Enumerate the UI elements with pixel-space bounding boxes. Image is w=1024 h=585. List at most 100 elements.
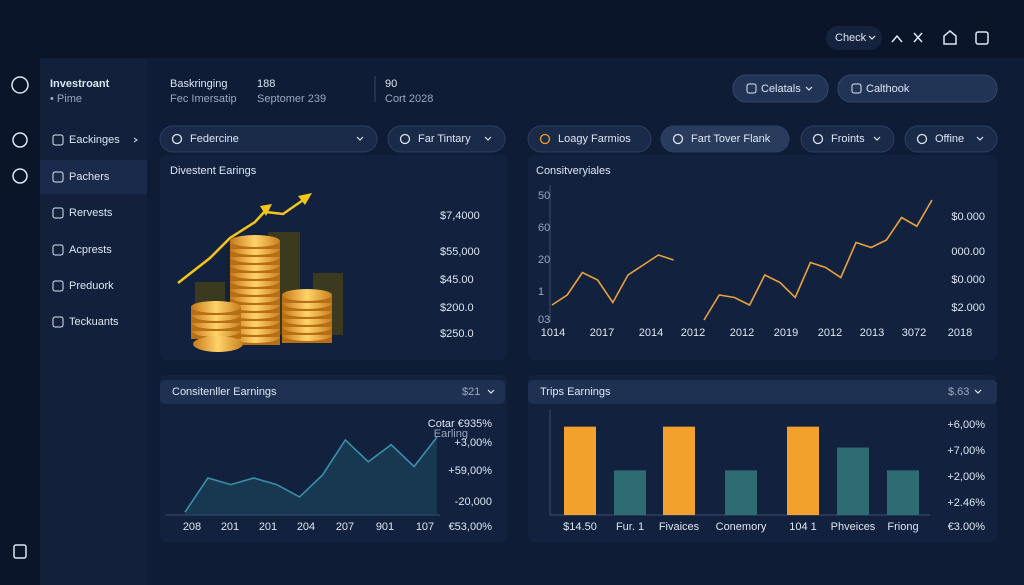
button-icon xyxy=(746,83,757,94)
x-label: 104 1 xyxy=(789,521,817,533)
line xyxy=(184,436,438,513)
filter-icon xyxy=(672,133,684,145)
filter-label: Offine xyxy=(935,133,964,145)
filter-pill[interactable] xyxy=(527,125,652,153)
right-label: +2.46% xyxy=(947,497,985,509)
chevron xyxy=(868,35,876,40)
area xyxy=(185,437,437,515)
x-label: 2012 xyxy=(818,327,842,339)
y-label: 1 xyxy=(538,286,544,298)
right-label: +59,00% xyxy=(448,465,492,477)
chevron xyxy=(356,136,364,141)
bar xyxy=(663,426,695,515)
nav-icon[interactable] xyxy=(52,280,64,292)
line xyxy=(703,199,933,321)
filter-pill[interactable] xyxy=(159,125,378,153)
x-label: 901 xyxy=(376,521,394,533)
x-label: 204 xyxy=(297,521,315,533)
rail-icon[interactable] xyxy=(12,168,28,184)
line xyxy=(551,254,674,306)
sidebar-active xyxy=(40,160,147,194)
nav-icon[interactable] xyxy=(52,207,64,219)
x-label: 1014 xyxy=(541,327,565,339)
value-label: $45.00 xyxy=(440,274,474,286)
bag-icon[interactable] xyxy=(975,31,989,45)
x-label: Fivaices xyxy=(659,521,700,533)
close-icon[interactable] xyxy=(913,32,923,43)
coins-illustration xyxy=(191,235,332,352)
right-label: +7,00% xyxy=(947,445,985,457)
y-label: 20 xyxy=(538,254,550,266)
chevron xyxy=(133,137,138,143)
nav-icon[interactable] xyxy=(52,171,64,183)
x-label: 207 xyxy=(336,521,354,533)
filter-icon xyxy=(171,133,183,145)
header-button[interactable] xyxy=(837,74,998,103)
filter-pill[interactable] xyxy=(660,125,790,153)
coin xyxy=(193,336,243,352)
filter-pill[interactable] xyxy=(904,125,998,153)
panel-tag: $21 xyxy=(462,386,480,398)
panel-header xyxy=(528,380,997,404)
trend-arrow xyxy=(265,196,307,216)
nav-item: Pachers xyxy=(69,171,110,183)
right-label: $0.000 xyxy=(951,211,985,223)
check-label: Check xyxy=(835,32,867,44)
filter-icon xyxy=(916,133,928,145)
y-label: 60 xyxy=(538,222,550,234)
nav-item: Teckuants xyxy=(69,316,119,328)
nav-item: Preduork xyxy=(69,280,114,292)
bar xyxy=(837,447,869,515)
filter-pill[interactable] xyxy=(800,125,895,153)
stat-label: Baskringing xyxy=(170,78,227,90)
trend-arrow xyxy=(177,209,267,284)
filter-icon xyxy=(812,133,824,145)
sidebar xyxy=(40,58,147,585)
x-label: 208 xyxy=(183,521,201,533)
chevron xyxy=(487,389,495,394)
filter-pill[interactable] xyxy=(387,125,506,153)
icon-rail xyxy=(0,58,40,585)
x-label: $14.50 xyxy=(563,521,597,533)
chevron xyxy=(805,86,813,91)
filter-label: Loagy Farmios xyxy=(558,133,631,145)
right-label: -20,000 xyxy=(455,496,492,508)
panel-header xyxy=(160,380,505,404)
header-button[interactable] xyxy=(732,74,829,103)
x-label: 2012 xyxy=(681,327,705,339)
x-label: 2017 xyxy=(590,327,614,339)
panel-title: Divestent Earings xyxy=(170,165,257,177)
nav-icon[interactable] xyxy=(52,134,64,146)
up-icon[interactable] xyxy=(891,34,903,43)
rail-icon[interactable] xyxy=(13,544,27,559)
x-label: Friong xyxy=(887,521,918,533)
right-label: 000.00 xyxy=(951,246,985,258)
value-label: $250.0 xyxy=(440,328,474,340)
check-button[interactable] xyxy=(826,26,882,50)
coin xyxy=(230,235,280,247)
nav-icon[interactable] xyxy=(52,244,64,256)
bar xyxy=(725,470,757,515)
panel-tag: $.63 xyxy=(948,386,969,398)
x-label: Fur. 1 xyxy=(616,521,644,533)
nav-item: Eackinges xyxy=(69,134,120,146)
right-label: $0.000 xyxy=(951,274,985,286)
chevron xyxy=(873,136,881,141)
stat-sub: Fec Imersatip xyxy=(170,93,237,105)
annotation-sub: Earling xyxy=(434,428,468,440)
y-label: 03 xyxy=(538,314,550,326)
chevron xyxy=(974,389,982,394)
rail-icon[interactable] xyxy=(12,132,28,148)
right-label: €53,00% xyxy=(449,521,493,533)
button-label: Calthook xyxy=(866,83,910,95)
nav-icon[interactable] xyxy=(52,316,64,328)
rail-icon[interactable] xyxy=(11,76,29,94)
x-label: 2018 xyxy=(948,327,972,339)
coin xyxy=(282,289,332,301)
home-icon[interactable] xyxy=(943,30,957,45)
annotation: Cotar €935% xyxy=(428,418,492,430)
panel-title: Trips Earnings xyxy=(540,386,611,398)
x-label: 201 xyxy=(221,521,239,533)
stat-label: 90 xyxy=(385,78,397,90)
